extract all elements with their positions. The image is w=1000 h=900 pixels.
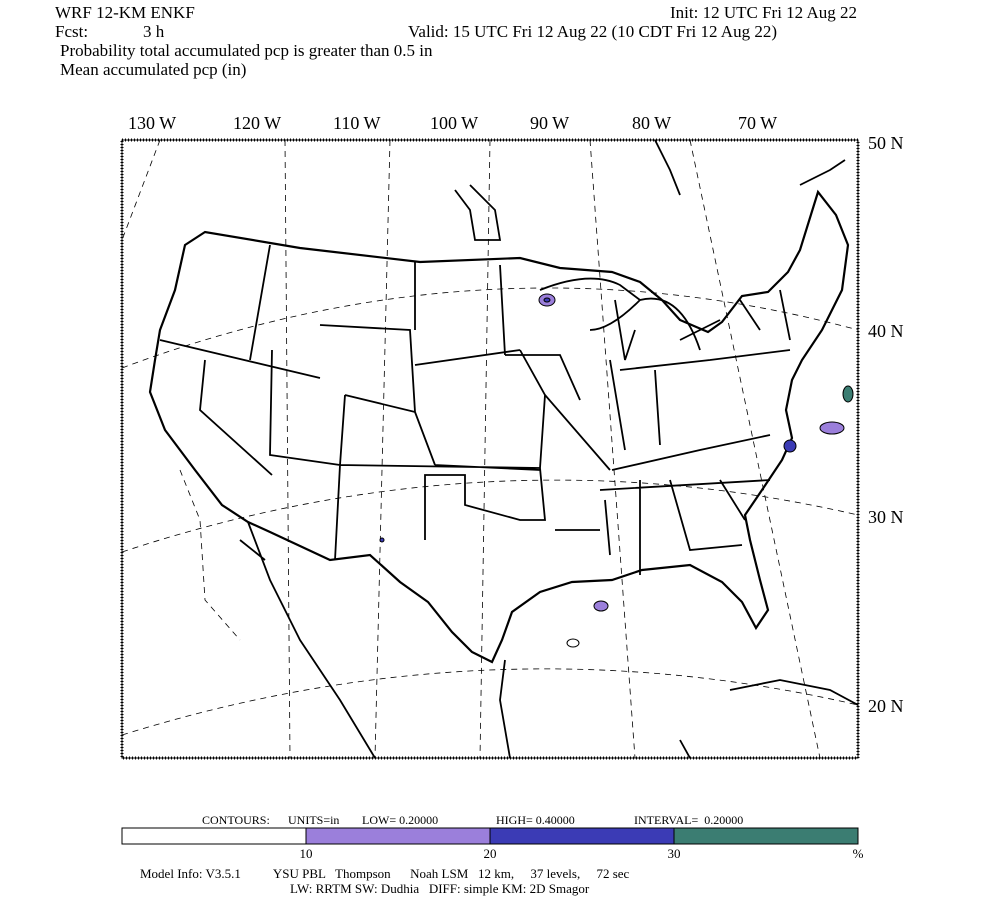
state-lines <box>159 244 791 575</box>
lon-label: 120 W <box>233 113 282 133</box>
valid-time: Valid: 15 UTC Fri 12 Aug 22 (10 CDT Fri … <box>408 22 777 41</box>
lon-line <box>689 140 821 758</box>
lon-label: 90 W <box>530 113 570 133</box>
map-frame <box>120 138 860 760</box>
contour-area <box>543 297 551 303</box>
colorbar-swatch <box>489 827 675 845</box>
colorbar-label: 30 <box>667 846 681 861</box>
colorbar-swatch <box>673 827 859 845</box>
title: Probability total accumulated pcp is gre… <box>60 41 433 60</box>
contour-area <box>379 537 385 543</box>
lat-label: 40 N <box>868 321 904 341</box>
contour-area <box>783 439 797 453</box>
footer-line2: LW: RRTM SW: Dudhia DIFF: simple KM: 2D … <box>290 881 590 896</box>
contours-units: UNITS=in <box>288 813 340 827</box>
colorbar-label: 20 <box>483 846 497 861</box>
lat-line <box>122 668 858 736</box>
colorbar-swatch <box>121 827 307 845</box>
lon-label: 80 W <box>632 113 672 133</box>
contours-label: CONTOURS: <box>202 813 270 827</box>
lon-line <box>479 140 491 758</box>
lat-line <box>122 287 858 369</box>
map-border <box>121 139 859 759</box>
colorbar-swatch <box>305 827 491 845</box>
graticule <box>122 140 858 758</box>
coastline <box>148 189 850 664</box>
lon-label: 110 W <box>333 113 381 133</box>
subtitle: Mean accumulated pcp (in) <box>60 60 247 79</box>
colorbar <box>121 827 859 845</box>
lon-line <box>122 140 161 241</box>
contours-interval: INTERVAL= 0.20000 <box>634 813 744 827</box>
init-time: Init: 12 UTC Fri 12 Aug 22 <box>670 3 858 22</box>
lon-line <box>589 140 636 758</box>
footer-line1: Model Info: V3.5.1 YSU PBL Thompson Noah… <box>140 866 630 881</box>
lat-label: 50 N <box>868 133 904 153</box>
lat-line <box>122 479 858 553</box>
lon-line <box>284 140 291 758</box>
lon-line <box>179 469 241 641</box>
canada-lakes <box>454 140 846 361</box>
contour-area <box>819 421 845 435</box>
contour-area <box>566 638 580 648</box>
contours-high: HIGH= 0.40000 <box>496 813 575 827</box>
lat-label: 20 N <box>868 696 904 716</box>
contour-area <box>842 385 854 403</box>
colorbar-label: % <box>852 846 864 861</box>
mexico-cuba <box>239 521 858 758</box>
lon-label: 130 W <box>128 113 177 133</box>
contour-area <box>593 600 609 612</box>
lat-label: 30 N <box>868 507 904 527</box>
colorbar-label: 10 <box>299 846 313 861</box>
lon-line <box>374 140 391 758</box>
fcst-hour: 3 h <box>143 22 165 41</box>
model-name: WRF 12-KM ENKF <box>55 3 195 22</box>
lon-label: 100 W <box>430 113 479 133</box>
fcst-label: Fcst: <box>55 22 89 41</box>
contours-low: LOW= 0.20000 <box>362 813 439 827</box>
precip-contours <box>379 293 854 648</box>
map-body <box>122 140 858 758</box>
lon-label: 70 W <box>738 113 778 133</box>
